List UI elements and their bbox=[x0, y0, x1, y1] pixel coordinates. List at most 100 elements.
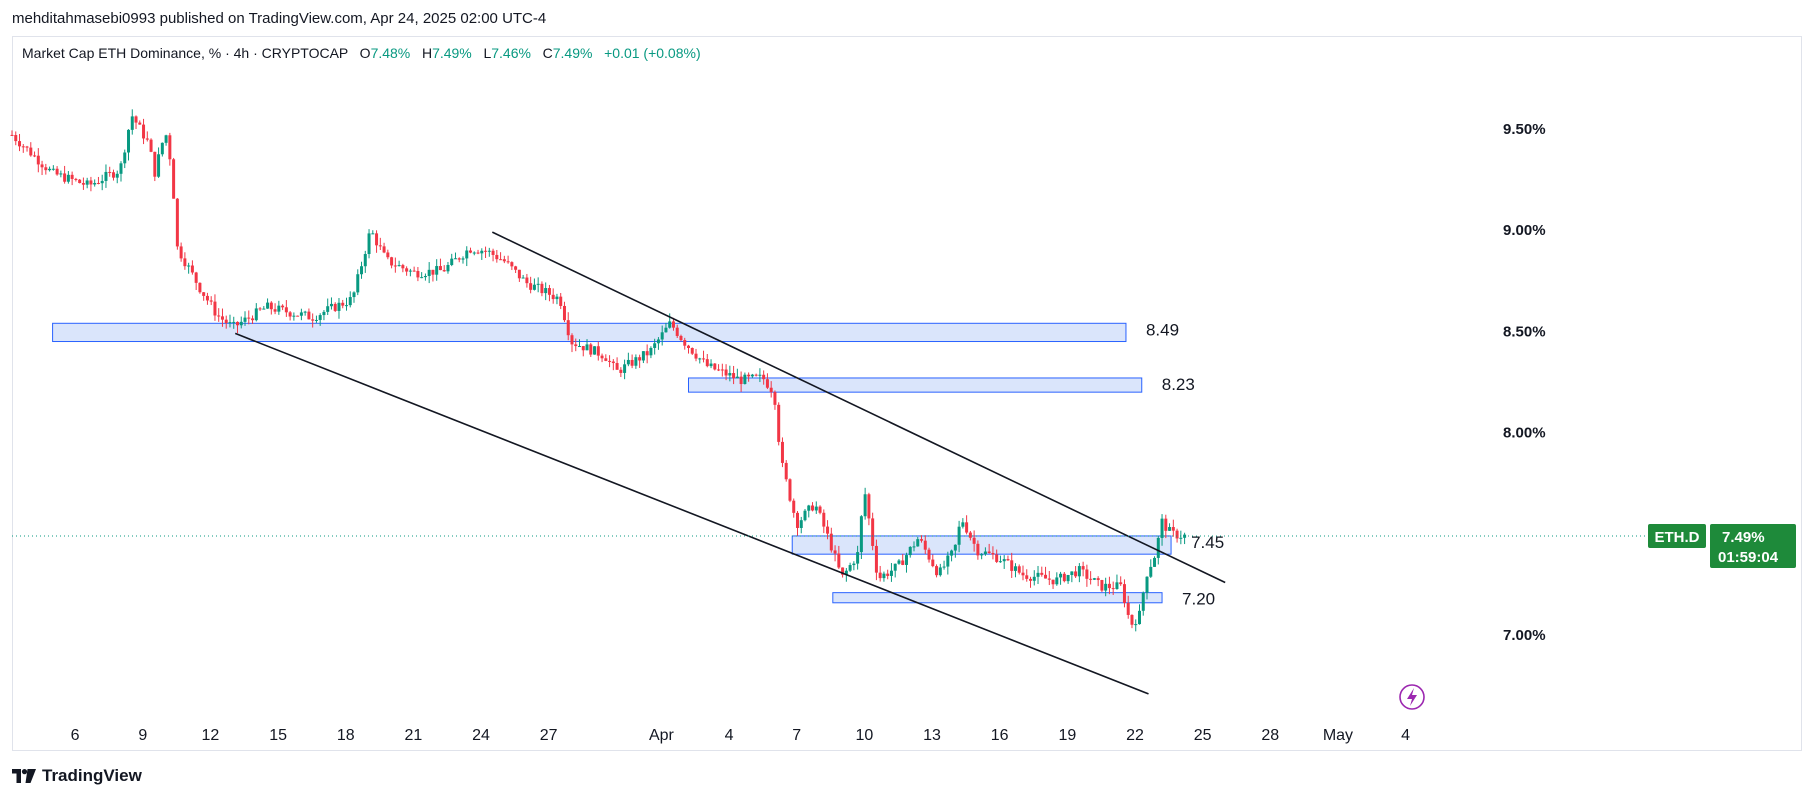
candle-body bbox=[732, 373, 736, 379]
candle-body bbox=[1002, 559, 1006, 562]
candle-body bbox=[923, 540, 927, 550]
candle-body bbox=[818, 506, 822, 513]
candle-body bbox=[412, 270, 416, 272]
candle-body bbox=[916, 539, 920, 547]
candle-body bbox=[908, 546, 912, 556]
ticker-tag[interactable] bbox=[1648, 523, 1706, 548]
candle-body bbox=[21, 146, 25, 148]
candle-body bbox=[487, 250, 491, 252]
chart-frame[interactable] bbox=[12, 36, 1802, 751]
support-zone-4[interactable] bbox=[832, 592, 1163, 604]
x-tick-label: 22 bbox=[1126, 727, 1144, 744]
support-zone-1[interactable] bbox=[52, 322, 1127, 343]
candle-body bbox=[491, 250, 495, 255]
lightning-icon[interactable] bbox=[1399, 684, 1425, 710]
candle-body bbox=[788, 479, 792, 501]
candle-body bbox=[1119, 582, 1123, 585]
candle-body bbox=[375, 233, 379, 246]
candle-body bbox=[758, 374, 762, 376]
candle-body bbox=[871, 518, 875, 546]
candle-body bbox=[694, 353, 698, 359]
candle-body bbox=[532, 284, 536, 290]
candle-body bbox=[247, 317, 251, 319]
candle-body bbox=[100, 180, 104, 184]
candle-body bbox=[829, 533, 833, 551]
channel-lower-trendline[interactable] bbox=[234, 332, 1149, 695]
candle-body bbox=[792, 500, 796, 513]
candle-body bbox=[202, 292, 206, 296]
candle-body bbox=[1141, 592, 1145, 611]
candle-body bbox=[1036, 572, 1040, 577]
candle-body bbox=[950, 550, 954, 556]
candle-body bbox=[912, 546, 916, 548]
candle-body bbox=[807, 505, 811, 511]
x-tick-label: 4 bbox=[1401, 727, 1410, 744]
candle-body bbox=[70, 174, 74, 179]
candle-body bbox=[867, 494, 871, 519]
candle-body bbox=[307, 311, 311, 320]
candle-body bbox=[611, 361, 615, 364]
candle-body bbox=[578, 346, 582, 348]
candle-body bbox=[1074, 571, 1078, 577]
candle-body bbox=[281, 305, 285, 308]
candle-body bbox=[626, 359, 630, 365]
candle-body bbox=[318, 315, 322, 320]
candle-body bbox=[220, 316, 224, 320]
candle-body bbox=[965, 522, 969, 533]
candle-body bbox=[874, 545, 878, 573]
candle-body bbox=[59, 173, 63, 175]
candle-body bbox=[416, 270, 420, 278]
candle-body bbox=[698, 358, 702, 360]
candle-body bbox=[1081, 566, 1085, 570]
price-tag[interactable] bbox=[1710, 523, 1796, 568]
y-tick-label: 7.00% bbox=[1503, 627, 1546, 644]
legend-close-label: C bbox=[542, 45, 553, 61]
x-tick-label: 12 bbox=[202, 727, 220, 744]
candle-body bbox=[18, 141, 22, 147]
support-zone-2[interactable] bbox=[687, 377, 1143, 393]
x-tick-label: 24 bbox=[472, 727, 490, 744]
candle-body bbox=[1055, 577, 1059, 585]
candle-body bbox=[893, 563, 897, 571]
candle-body bbox=[717, 369, 721, 371]
legend-symbol[interactable]: Market Cap ETH Dominance, % · 4h · CRYPT… bbox=[22, 45, 348, 61]
candle-body bbox=[784, 462, 788, 480]
candle-body bbox=[168, 135, 172, 160]
candle-body bbox=[1017, 566, 1021, 573]
candle-body bbox=[299, 312, 303, 316]
candle-body bbox=[205, 295, 209, 301]
candle-body bbox=[209, 300, 213, 302]
candle-body bbox=[435, 266, 439, 275]
candle-body bbox=[1179, 537, 1183, 539]
candle-body bbox=[555, 296, 559, 300]
candle-body bbox=[198, 282, 202, 293]
candle-body bbox=[341, 302, 345, 306]
tradingview-logo-icon bbox=[12, 769, 36, 783]
candle-body bbox=[995, 554, 999, 562]
candle-body bbox=[904, 555, 908, 565]
candle-body bbox=[408, 270, 412, 272]
candle-body bbox=[668, 321, 672, 328]
candle-body bbox=[235, 321, 239, 326]
candle-body bbox=[927, 549, 931, 560]
candle-body bbox=[89, 180, 93, 185]
candle-body bbox=[142, 124, 146, 139]
tradingview-footer[interactable]: TradingView bbox=[12, 766, 142, 786]
candle-body bbox=[277, 305, 281, 312]
candle-body bbox=[465, 250, 469, 259]
candle-body bbox=[63, 173, 67, 182]
candle-body bbox=[852, 563, 856, 566]
candle-body bbox=[517, 269, 521, 279]
candle-body bbox=[337, 302, 341, 311]
support-zone-3[interactable] bbox=[791, 535, 1172, 555]
y-tick-label: 9.00% bbox=[1503, 222, 1546, 239]
candle-body bbox=[521, 277, 525, 279]
candle-body bbox=[739, 376, 743, 385]
zone-label: 7.45 bbox=[1191, 533, 1224, 552]
channel-upper-trendline[interactable] bbox=[491, 231, 1226, 584]
candle-body bbox=[194, 272, 198, 283]
candle-body bbox=[683, 340, 687, 346]
candle-body bbox=[74, 178, 78, 180]
candle-body bbox=[14, 135, 18, 142]
